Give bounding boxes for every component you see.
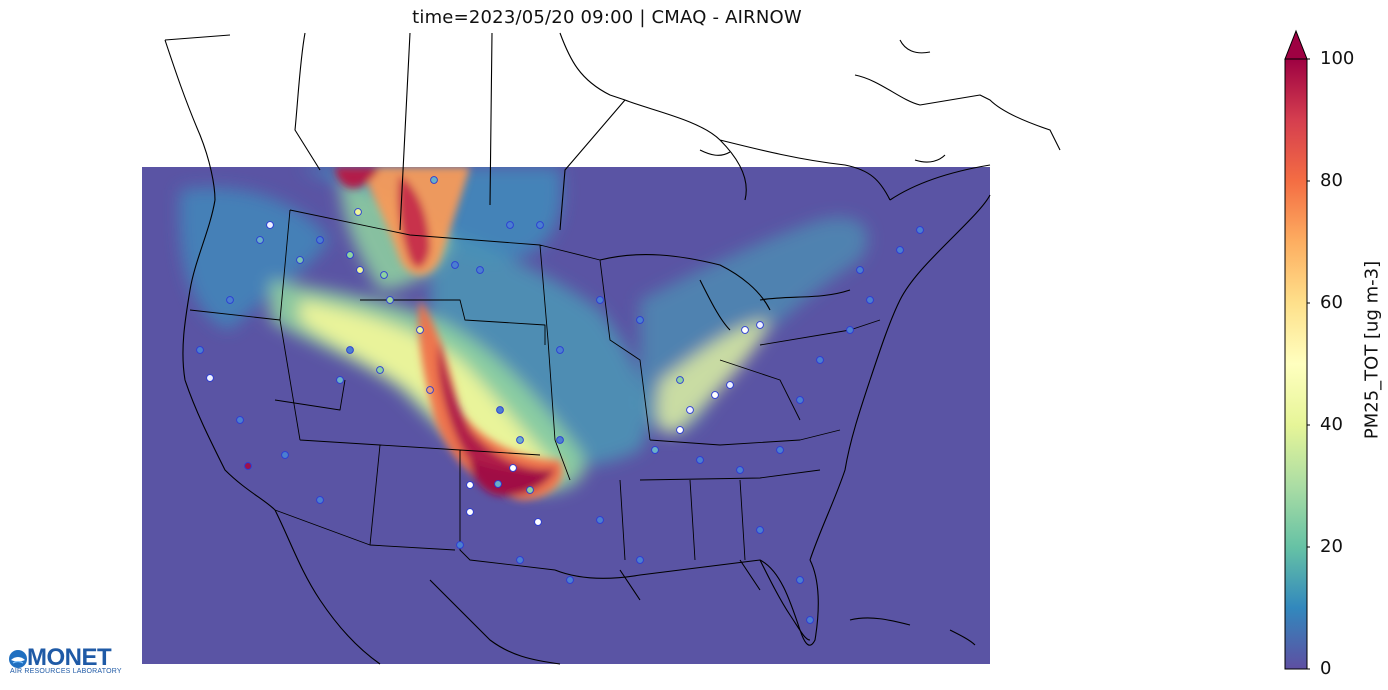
site-marker xyxy=(866,296,874,304)
site-marker xyxy=(741,326,749,334)
colorbar-extend-arrow xyxy=(1284,29,1308,60)
site-marker xyxy=(651,446,659,454)
site-marker xyxy=(726,381,734,389)
site-marker xyxy=(711,391,719,399)
site-marker xyxy=(354,208,362,216)
site-marker xyxy=(534,518,542,526)
site-marker xyxy=(846,326,854,334)
plume-red-north xyxy=(397,175,430,268)
mexico-outline xyxy=(274,509,761,665)
site-marker xyxy=(451,261,459,269)
site-marker xyxy=(556,346,564,354)
site-marker xyxy=(196,346,204,354)
colorbar-tick-label: 60 xyxy=(1320,292,1343,313)
site-marker xyxy=(516,436,524,444)
plume-yellow-east xyxy=(656,320,770,433)
site-marker xyxy=(526,486,534,494)
site-marker xyxy=(636,316,644,324)
site-marker xyxy=(226,296,234,304)
colorbar-gradient xyxy=(1284,58,1308,670)
site-marker xyxy=(509,464,517,472)
site-marker xyxy=(806,616,814,624)
site-marker xyxy=(266,221,274,229)
colorbar-tick-label: 100 xyxy=(1320,48,1355,69)
site-marker xyxy=(916,226,924,234)
site-marker xyxy=(796,396,804,404)
site-marker xyxy=(816,356,824,364)
plume-low-west xyxy=(179,187,330,330)
site-marker xyxy=(466,481,474,489)
site-marker xyxy=(316,496,324,504)
monet-logo: MONET AIR RESOURCES LABORATORY xyxy=(8,644,122,680)
site-marker xyxy=(536,221,544,229)
us-west-coast xyxy=(182,199,276,511)
site-marker xyxy=(466,508,474,516)
site-marker xyxy=(796,576,804,584)
site-marker xyxy=(896,246,904,254)
site-marker xyxy=(476,266,484,274)
logo-subtitle: AIR RESOURCES LABORATORY xyxy=(10,668,122,675)
monitor-sites xyxy=(196,176,924,624)
noaa-emblem-icon xyxy=(9,650,27,668)
colorbar xyxy=(1284,29,1310,670)
site-marker xyxy=(756,321,764,329)
site-marker xyxy=(236,416,244,424)
site-marker xyxy=(380,271,388,279)
site-marker xyxy=(566,576,574,584)
site-marker xyxy=(776,446,784,454)
great-lakes xyxy=(599,254,851,331)
site-marker xyxy=(676,376,684,384)
site-marker xyxy=(456,541,464,549)
site-marker xyxy=(426,386,434,394)
east-coast xyxy=(809,194,991,561)
site-marker xyxy=(516,556,524,564)
borders xyxy=(164,32,1061,665)
colorbar-tick-label: 0 xyxy=(1320,658,1332,679)
site-marker xyxy=(430,176,438,184)
site-marker xyxy=(556,436,564,444)
site-marker xyxy=(281,451,289,459)
site-marker xyxy=(496,406,504,414)
site-marker xyxy=(596,296,604,304)
site-marker xyxy=(296,256,304,264)
site-marker xyxy=(356,266,364,274)
site-marker xyxy=(636,556,644,564)
site-marker xyxy=(206,374,214,382)
colorbar-tick-label: 80 xyxy=(1320,170,1343,191)
colorbar-tick-label: 40 xyxy=(1320,414,1343,435)
site-marker xyxy=(336,376,344,384)
canada-outline xyxy=(164,32,1061,231)
logo-wordmark: MONET xyxy=(27,644,112,671)
site-marker xyxy=(506,221,514,229)
model-field xyxy=(142,167,990,664)
gulf-coast xyxy=(554,559,819,646)
site-marker xyxy=(856,266,864,274)
map-panel xyxy=(142,32,1061,665)
site-marker xyxy=(346,346,354,354)
site-marker xyxy=(416,326,424,334)
site-marker xyxy=(596,516,604,524)
islands-north xyxy=(699,39,946,163)
colorbar-label: PM25_TOT [ug m-3] xyxy=(1361,260,1383,440)
site-marker xyxy=(686,406,694,414)
colorbar-tick-label: 20 xyxy=(1320,536,1343,557)
site-marker xyxy=(696,456,704,464)
site-marker xyxy=(494,480,502,488)
plume-red-top xyxy=(335,167,380,189)
plume-red-core xyxy=(438,340,550,493)
site-marker xyxy=(316,236,324,244)
site-marker xyxy=(676,426,684,434)
plume-red-ok xyxy=(470,460,555,496)
site-marker xyxy=(376,366,384,374)
site-marker xyxy=(256,236,264,244)
site-marker xyxy=(736,466,744,474)
site-marker xyxy=(756,526,764,534)
site-marker xyxy=(386,296,394,304)
site-marker xyxy=(244,462,252,470)
caribbean xyxy=(849,617,976,646)
florida xyxy=(759,559,811,641)
site-marker xyxy=(346,251,354,259)
map-title: time=2023/05/20 09:00 | CMAQ - AIRNOW xyxy=(412,7,802,28)
colorbar-ticks xyxy=(1307,58,1310,670)
